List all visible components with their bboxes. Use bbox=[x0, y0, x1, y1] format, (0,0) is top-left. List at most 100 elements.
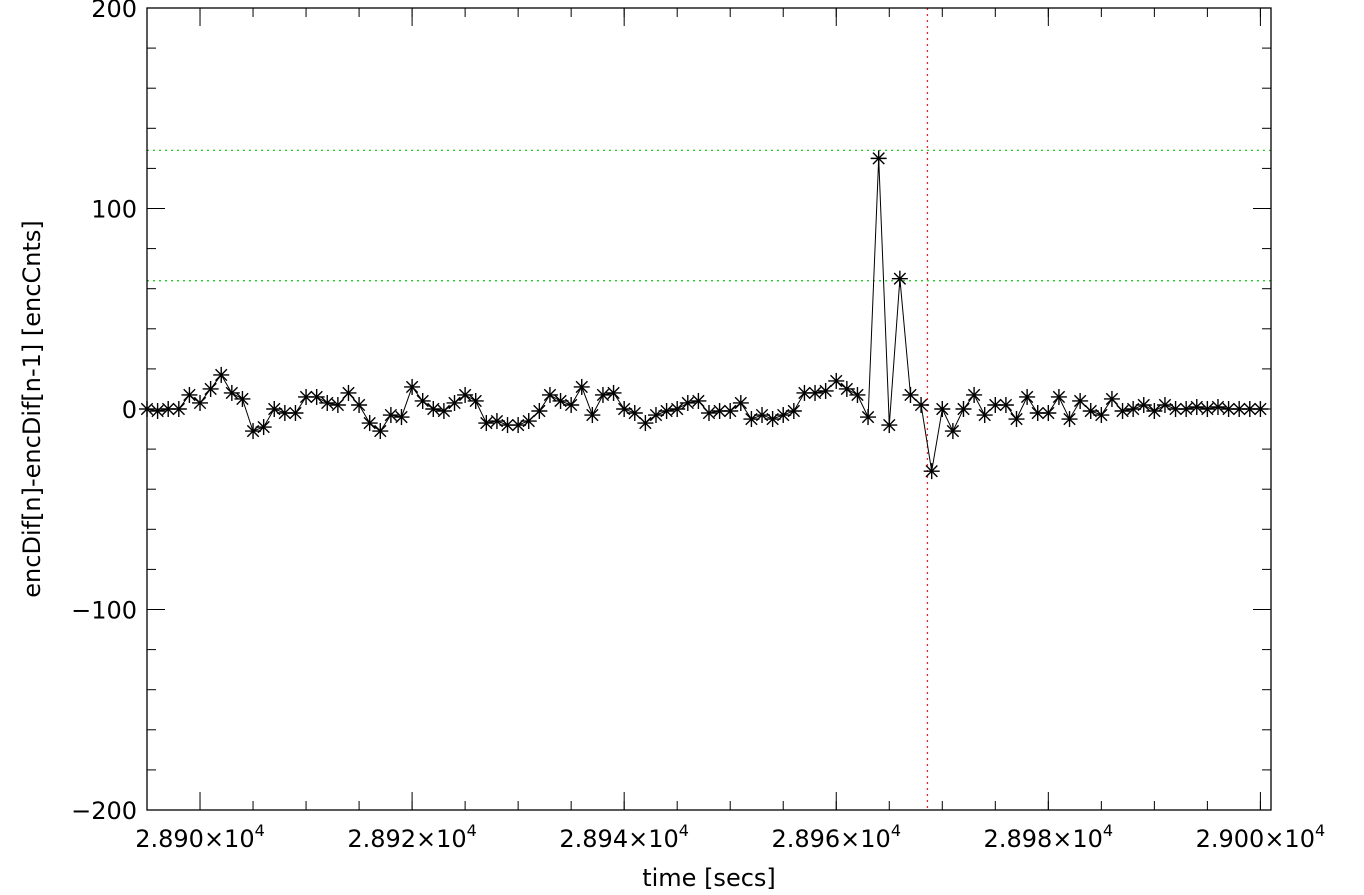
data-point bbox=[923, 463, 940, 480]
data-point bbox=[404, 378, 421, 395]
data-point bbox=[775, 407, 792, 424]
data-point bbox=[192, 394, 209, 411]
data-point bbox=[1082, 403, 1099, 420]
data-point bbox=[552, 392, 569, 409]
data-point bbox=[934, 401, 951, 417]
data-point bbox=[817, 382, 834, 399]
data-point bbox=[351, 396, 368, 413]
data-point bbox=[658, 403, 675, 420]
data-point bbox=[1231, 401, 1248, 417]
data-point bbox=[743, 411, 760, 428]
data-point bbox=[828, 372, 845, 389]
data-point bbox=[1199, 401, 1216, 417]
data-point bbox=[531, 403, 548, 420]
data-point bbox=[1220, 401, 1237, 417]
data-point bbox=[647, 407, 664, 424]
data-point bbox=[1040, 405, 1057, 422]
data-point bbox=[520, 413, 537, 430]
data-point bbox=[1209, 398, 1226, 415]
data-point bbox=[181, 386, 198, 403]
data-point bbox=[679, 394, 696, 411]
data-point bbox=[1061, 411, 1078, 428]
data-point bbox=[891, 270, 908, 287]
data-point bbox=[563, 396, 580, 413]
data-point bbox=[1156, 396, 1173, 413]
data-point bbox=[626, 405, 643, 422]
data-point bbox=[1019, 388, 1036, 405]
data-point bbox=[966, 386, 983, 403]
series-layer bbox=[139, 150, 1269, 480]
data-point bbox=[446, 394, 463, 411]
y-tick-label: −100 bbox=[71, 597, 137, 625]
data-point bbox=[1103, 390, 1120, 407]
data-point bbox=[488, 413, 505, 430]
data-point bbox=[245, 423, 262, 440]
data-point bbox=[382, 407, 399, 424]
data-point bbox=[1188, 398, 1205, 415]
data-point bbox=[573, 378, 590, 395]
data-point bbox=[213, 366, 230, 383]
data-point bbox=[976, 407, 993, 424]
data-point bbox=[902, 386, 919, 403]
data-point bbox=[319, 394, 336, 411]
data-point bbox=[605, 384, 622, 401]
data-point bbox=[340, 384, 357, 401]
reference-lines bbox=[147, 8, 1271, 810]
data-point bbox=[329, 396, 346, 413]
data-point bbox=[955, 401, 972, 417]
data-point bbox=[234, 390, 251, 407]
data-point bbox=[701, 405, 717, 422]
x-tick-label: 2.892×104 bbox=[347, 821, 477, 853]
data-point bbox=[1114, 403, 1131, 420]
data-point bbox=[202, 380, 219, 397]
data-point bbox=[298, 388, 315, 405]
data-point bbox=[849, 386, 866, 403]
series-line bbox=[146, 158, 1261, 472]
y-tick-label: −200 bbox=[71, 797, 137, 825]
data-point bbox=[1050, 388, 1067, 405]
y-tick-label: 0 bbox=[122, 396, 137, 424]
data-point bbox=[764, 411, 781, 428]
data-point bbox=[478, 415, 495, 432]
x-tick-label: 2.896×104 bbox=[771, 821, 901, 853]
x-tick-label: 2.894×104 bbox=[559, 821, 689, 853]
data-point bbox=[1072, 392, 1089, 409]
data-point bbox=[807, 384, 824, 401]
x-axis-label: time [secs] bbox=[642, 864, 776, 892]
y-axis-label: encDif[n]-encDif[n-1] [encCnts] bbox=[18, 220, 46, 597]
y-tick-label: 100 bbox=[91, 196, 137, 224]
data-point bbox=[1093, 407, 1110, 424]
data-point bbox=[616, 401, 633, 417]
data-point bbox=[372, 423, 389, 440]
data-point bbox=[944, 423, 961, 440]
data-point bbox=[860, 409, 877, 426]
data-point bbox=[1125, 401, 1142, 417]
data-point bbox=[997, 396, 1014, 413]
data-point bbox=[584, 407, 601, 424]
data-point bbox=[594, 386, 611, 403]
data-point bbox=[637, 415, 654, 432]
data-point bbox=[722, 403, 739, 420]
y-tick-label: 200 bbox=[91, 0, 137, 23]
data-point bbox=[425, 401, 442, 417]
data-point bbox=[913, 396, 930, 413]
data-point bbox=[255, 419, 272, 436]
data-point bbox=[149, 403, 166, 420]
data-point bbox=[467, 392, 484, 409]
data-point bbox=[690, 392, 707, 409]
data-point bbox=[414, 392, 431, 409]
x-tick-label: 2.898×104 bbox=[984, 821, 1114, 853]
data-point bbox=[1146, 403, 1163, 420]
x-tick-label: 2.900×104 bbox=[1196, 821, 1326, 853]
data-point bbox=[1178, 401, 1195, 417]
data-point bbox=[881, 417, 898, 434]
data-point bbox=[435, 403, 452, 420]
data-point bbox=[287, 405, 304, 422]
data-point bbox=[510, 417, 527, 434]
data-point bbox=[361, 415, 378, 432]
x-tick-label: 2.890×104 bbox=[135, 821, 265, 853]
data-point bbox=[1008, 411, 1025, 428]
data-point bbox=[754, 407, 771, 424]
data-point bbox=[170, 401, 187, 417]
